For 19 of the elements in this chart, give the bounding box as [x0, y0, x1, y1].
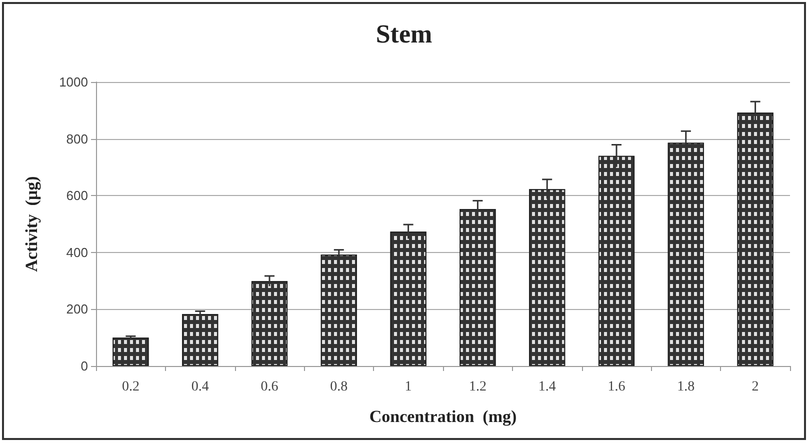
y-tick-label: 0 — [80, 358, 88, 374]
y-tick-label: 800 — [66, 131, 88, 146]
y-axis-title: Activity (µg) — [22, 176, 41, 272]
x-tick-label: 0.6 — [260, 380, 278, 394]
x-tick-label: 1.8 — [677, 380, 695, 394]
y-tick-label: 400 — [66, 244, 88, 260]
x-tick-label: 1.4 — [538, 380, 556, 394]
x-axis-title: Concentration (mg) — [369, 407, 517, 426]
y-tick-label: 600 — [66, 188, 88, 204]
x-tick-label: 0.8 — [330, 380, 348, 394]
x-tick-label: 0.4 — [191, 380, 209, 394]
x-tick-label: 1 — [404, 380, 412, 394]
x-tick-label: 0.2 — [122, 380, 140, 394]
chart-title: Stem — [376, 20, 432, 48]
x-tick-label: 1.2 — [468, 380, 486, 394]
x-tick-label: 2 — [752, 380, 759, 394]
y-tick-label: 1000 — [59, 74, 88, 90]
x-tick-label: 1.6 — [608, 380, 626, 394]
y-tick-label: 200 — [66, 302, 88, 317]
